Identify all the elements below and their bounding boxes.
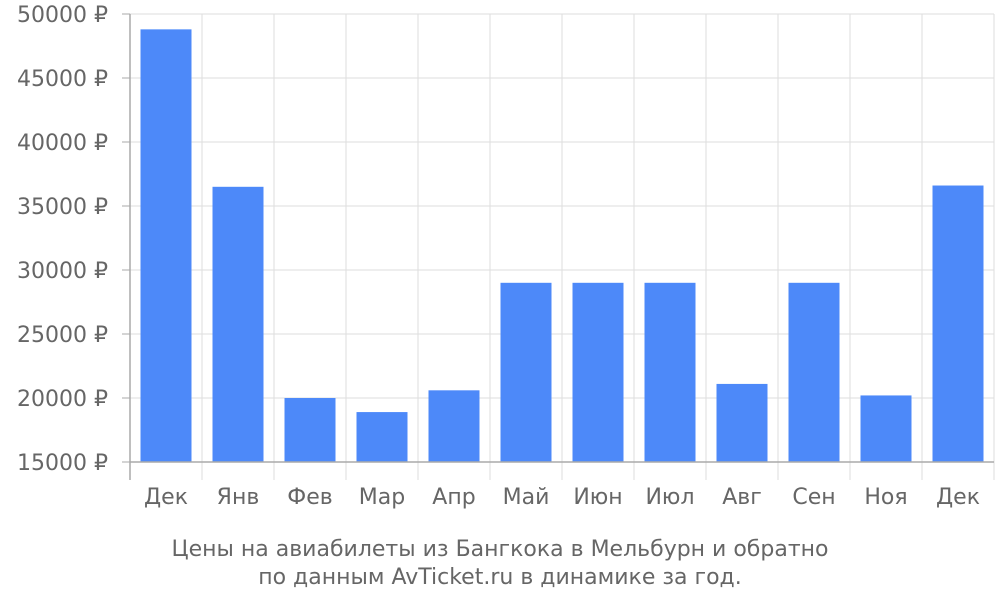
x-tick-label: Дек [144, 485, 188, 510]
y-tick-label: 40000 ₽ [17, 131, 108, 156]
x-tick-label: Май [503, 485, 550, 510]
x-tick-label: Авг [722, 485, 762, 510]
y-tick-label: 45000 ₽ [17, 67, 108, 92]
x-tick-label: Сен [792, 485, 835, 510]
y-tick-label: 25000 ₽ [17, 323, 108, 348]
chart-caption-line-1: Цены на авиабилеты из Бангкока в Мельбур… [172, 537, 829, 562]
y-tick-label: 50000 ₽ [17, 3, 108, 28]
bar [284, 398, 336, 462]
x-tick-label: Фев [287, 485, 332, 510]
bar [356, 412, 408, 462]
bar [212, 186, 264, 463]
x-tick-label: Апр [432, 485, 475, 510]
chart-caption-line-2: по данным AvTicket.ru в динамике за год. [258, 565, 742, 590]
y-tick-label: 15000 ₽ [17, 451, 108, 476]
x-axis-tick-labels: Дек Янв Фев Мар Апр Май Июн Июл Авг Сен Ноя Дек [144, 485, 980, 510]
x-tick-label: Ноя [864, 485, 907, 510]
bar [572, 282, 624, 462]
bar [932, 185, 984, 462]
axes [122, 13, 994, 480]
bar [500, 282, 552, 462]
bar [644, 282, 696, 462]
x-tick-label: Дек [936, 485, 980, 510]
bars [140, 29, 984, 463]
y-axis-tick-labels: 15000 ₽ 20000 ₽ 25000 ₽ 30000 ₽ 35000 ₽ 40000… [17, 3, 108, 476]
y-tick-label: 35000 ₽ [17, 195, 108, 220]
bar [860, 395, 912, 462]
grid-lines [130, 13, 995, 480]
bar [428, 390, 480, 462]
y-tick-label: 20000 ₽ [17, 387, 108, 412]
bar [716, 383, 768, 462]
x-tick-label: Мар [359, 485, 405, 510]
bar [140, 29, 192, 463]
x-tick-label: Янв [217, 485, 260, 510]
x-tick-label: Июл [645, 485, 694, 510]
bar [788, 282, 840, 462]
y-tick-label: 30000 ₽ [17, 259, 108, 284]
x-tick-label: Июн [573, 485, 622, 510]
